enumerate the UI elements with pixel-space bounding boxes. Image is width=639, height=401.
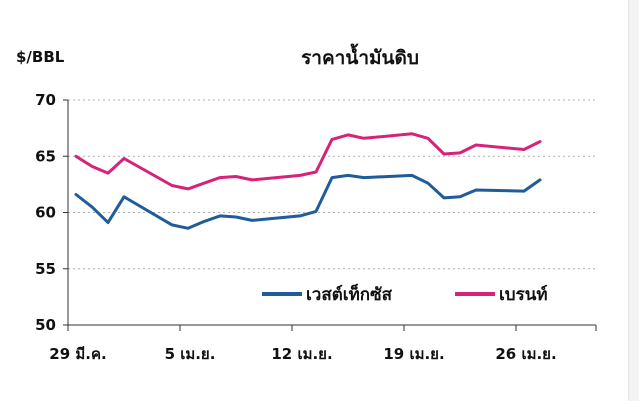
y-tick-label: 70	[35, 91, 56, 109]
y-tick-label: 50	[35, 316, 56, 334]
x-tick-label: 29 มี.ค.	[49, 345, 106, 363]
scrollbar[interactable]	[628, 0, 639, 401]
series-lines	[74, 132, 542, 230]
gridlines	[68, 99, 596, 270]
y-axis-title: $/BBL	[16, 48, 65, 66]
x-tick-label: 5 เม.ย.	[165, 345, 216, 363]
series-line-wti	[74, 173, 542, 230]
x-tick-label: 19 เม.ย.	[383, 345, 444, 363]
axes: 70 65 60 55 50 29 มี.ค. 5 เม.ย. 12 เม.ย. 19 เม.ย…	[35, 91, 597, 363]
legend-label: เบรนท์	[499, 284, 548, 305]
x-tick-label: 12 เม.ย.	[271, 345, 332, 363]
y-tick-label: 65	[35, 147, 56, 165]
x-tick-label: 26 เม.ย.	[495, 345, 556, 363]
y-tick-label: 60	[35, 204, 56, 222]
legend-label: เวสต์เท็กซัส	[306, 282, 393, 305]
series-line-brent	[74, 132, 542, 191]
chart-title: ราคาน้ำมันดิบ	[301, 43, 419, 69]
y-tick-label: 55	[35, 260, 56, 278]
legend: เวสต์เท็กซัส เบรนท์	[262, 282, 548, 305]
